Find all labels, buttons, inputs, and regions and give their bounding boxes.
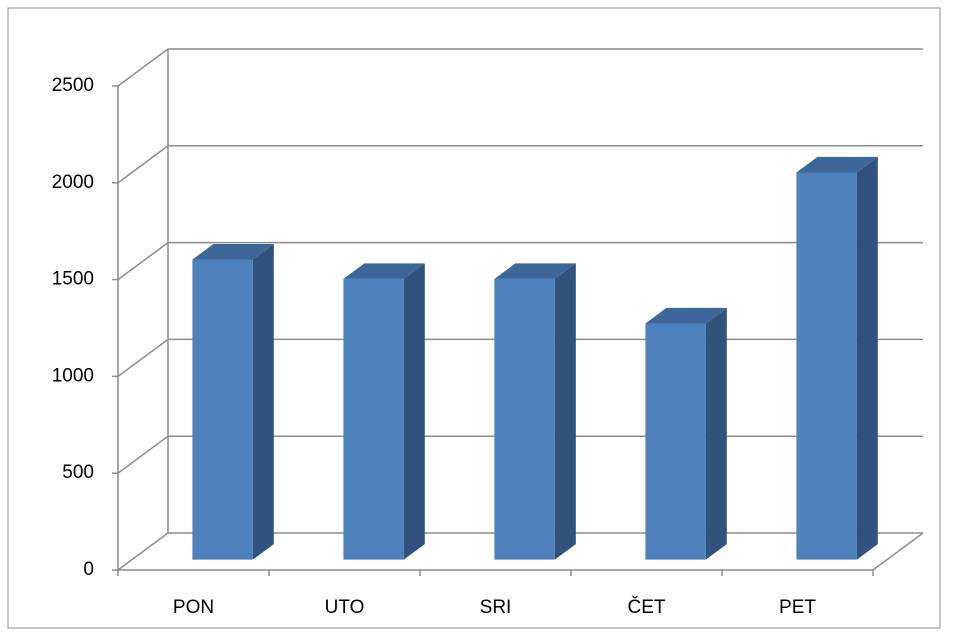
x-tick-label: PON [173,597,214,618]
bar-top [645,307,727,324]
bar-front [494,278,555,560]
grid-line [117,241,923,281]
bar-front [796,172,857,560]
bar-front [645,323,706,560]
bar [796,156,878,560]
x-tick-label: SRI [480,597,512,618]
bar [494,263,576,560]
bar [645,307,727,560]
bar [192,244,274,560]
y-tick-label: 1500 [52,269,94,290]
grid-line [117,145,923,184]
y-tick-label: 2500 [52,75,94,96]
bar-top [192,244,274,260]
x-tick-label: PET [779,597,816,618]
bar-front [343,278,404,560]
y-tick-label: 0 [83,559,94,580]
bar-top [494,263,576,279]
chart-border [7,7,941,629]
bar-side [554,263,576,560]
bar-side [705,307,727,560]
x-tick-label: ČET [628,596,666,618]
grid-line [117,48,923,87]
bar-front [192,259,253,560]
x-tick-label: UTO [325,597,365,618]
y-tick-label: 500 [62,462,94,483]
y-tick-label: 2000 [52,172,94,193]
bar-top [343,263,425,279]
bar-top [796,156,878,173]
bar-side [403,263,425,560]
y-tick-label: 1000 [52,365,94,386]
bar [343,263,425,560]
bar-side [252,244,274,560]
bar-side [856,156,878,560]
